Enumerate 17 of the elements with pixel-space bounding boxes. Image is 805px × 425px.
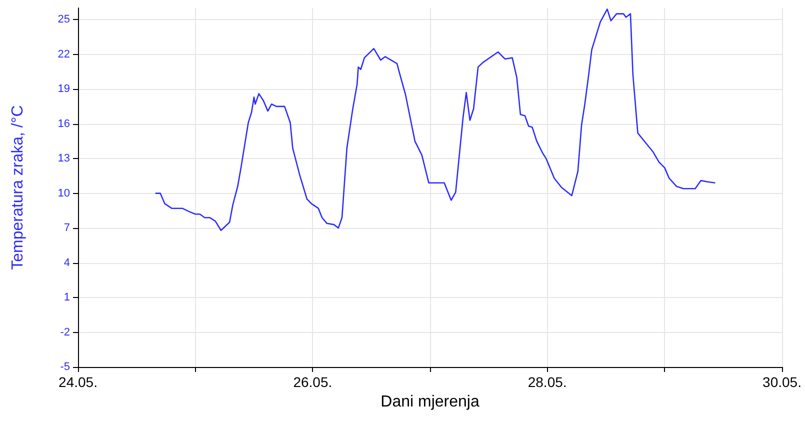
x-tick-label: 28.05. xyxy=(528,374,567,390)
y-tick-label: -5 xyxy=(60,361,70,373)
y-axis-title: Temperatura zraka, /°C xyxy=(10,105,26,270)
x-tick-label: 30.05. xyxy=(762,374,802,390)
y-tick-label: 19 xyxy=(58,83,70,96)
x-axis-title: Dani mjerenja xyxy=(380,393,480,410)
x-tick-label: 24.05. xyxy=(58,374,98,390)
y-tick-label: 13 xyxy=(58,152,70,165)
y-tick-label: 22 xyxy=(58,48,70,60)
x-tick-label: 26.05. xyxy=(293,374,332,390)
y-tick-label: -2 xyxy=(60,326,70,338)
y-tick-label: 25 xyxy=(58,14,70,26)
y-tick-label: 10 xyxy=(58,187,70,200)
y-tick-label: 16 xyxy=(58,118,70,130)
y-tick-label: 7 xyxy=(64,222,70,234)
y-tick-label: 4 xyxy=(64,256,70,269)
y-tick-label: 1 xyxy=(64,292,70,304)
